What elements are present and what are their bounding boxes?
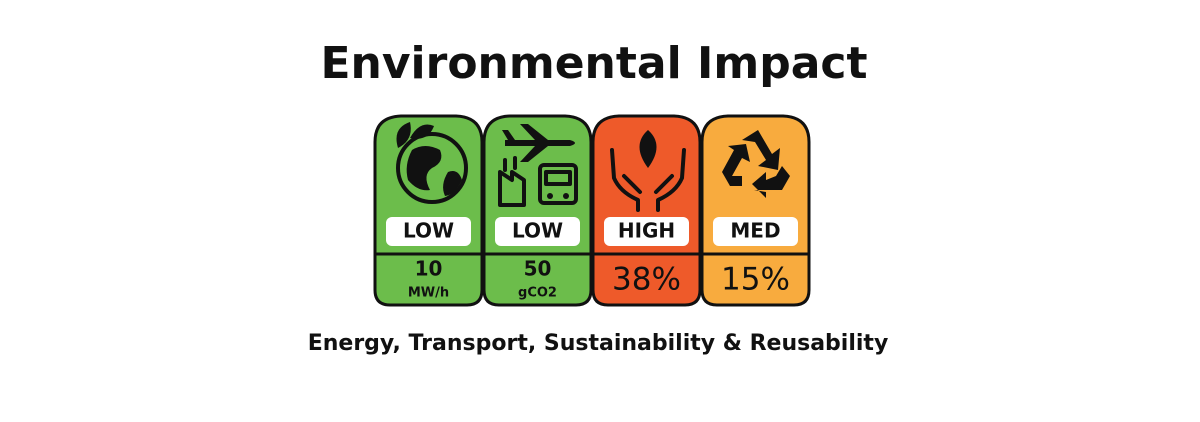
icons <box>396 122 790 212</box>
globe-icon <box>396 122 468 204</box>
rating: LOW <box>512 219 563 243</box>
value: 50 <box>524 257 552 281</box>
rating: LOW <box>403 219 454 243</box>
value: 15% <box>721 262 790 298</box>
panel <box>591 114 702 307</box>
rating-box <box>386 217 471 246</box>
recycle-icon <box>722 130 790 198</box>
hands-icon <box>610 130 686 212</box>
rating: HIGH <box>618 219 675 243</box>
unit: MW/h <box>408 286 449 301</box>
rating: MED <box>730 219 780 243</box>
rating-box <box>495 217 580 246</box>
value: 10 <box>415 257 443 281</box>
transport-icon <box>498 124 578 207</box>
unit: gCO2 <box>518 286 557 301</box>
panel <box>373 114 484 307</box>
rating-box <box>604 217 689 246</box>
subtitle: Energy, Transport, Sustainability & Reus… <box>308 331 889 356</box>
value: 38% <box>612 262 681 298</box>
rating-box <box>713 217 798 246</box>
title: Environmental Impact <box>320 38 867 89</box>
